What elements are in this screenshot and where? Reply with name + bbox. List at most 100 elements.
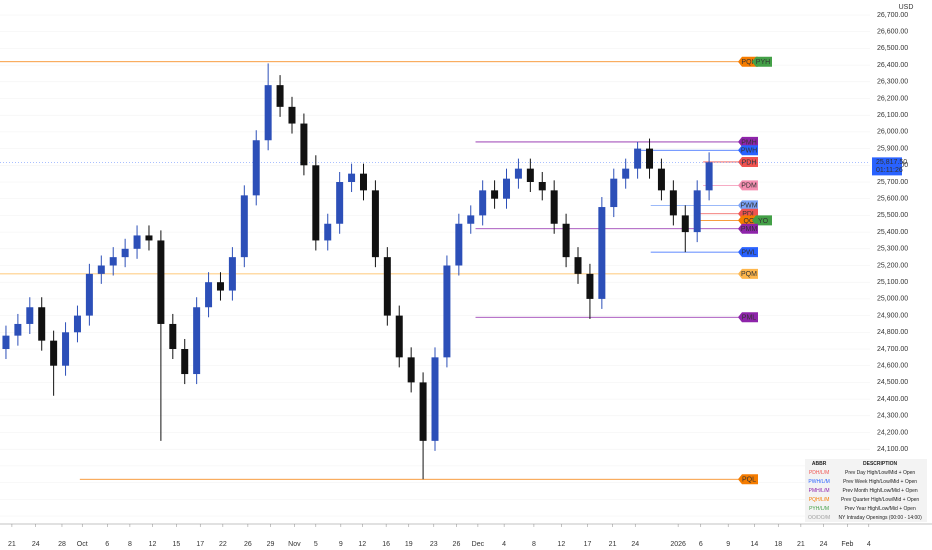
candle-body xyxy=(646,148,654,169)
y-tick-label: 25,500.00 xyxy=(877,212,908,219)
abbr-cell: PWH/L/M xyxy=(808,478,830,485)
candle-body xyxy=(276,85,284,107)
level-tag-label: PDH xyxy=(742,159,757,166)
candle-body xyxy=(288,106,296,124)
x-tick-label: 12 xyxy=(358,541,366,548)
header-cell: DESCRIPTION xyxy=(863,460,898,467)
x-tick-label: 14 xyxy=(750,541,758,548)
candle-body xyxy=(26,307,34,324)
candle-body xyxy=(455,223,463,266)
y-tick-label: 25,200.00 xyxy=(877,262,908,269)
candle-body xyxy=(538,182,546,191)
x-tick-label: 18 xyxy=(774,541,782,548)
table-row: OO/DO/M NY Intraday Openings (00:00 - 14:… xyxy=(805,513,927,522)
y-tick-label: 26,700.00 xyxy=(877,12,908,19)
x-tick-label: 24 xyxy=(631,541,639,548)
y-tick-label: 24,700.00 xyxy=(877,346,908,353)
y-tick-label: 25,600.00 xyxy=(877,196,908,203)
table-header: ABBR DESCRIPTION xyxy=(805,459,927,468)
candle-body xyxy=(550,190,558,224)
candle-body xyxy=(2,335,10,349)
y-tick-label: 24,500.00 xyxy=(877,379,908,386)
candle-body xyxy=(62,332,70,366)
y-tick-label: 26,200.00 xyxy=(877,95,908,102)
level-tag xyxy=(738,223,758,234)
candle-body xyxy=(491,190,499,199)
candle-body xyxy=(181,349,189,375)
description-cell: NY Intraday Openings (00:00 - 14:00) xyxy=(838,514,922,521)
abbr-cell: PYH/L/M xyxy=(809,505,830,512)
y-tick-label: 25,400.00 xyxy=(877,229,908,236)
candle-body xyxy=(312,165,320,241)
candle-body xyxy=(14,323,22,336)
x-tick-label: 12 xyxy=(557,541,565,548)
x-tick-label: 4 xyxy=(867,541,871,548)
candle-body xyxy=(622,168,630,179)
y-tick-label: 25,000.00 xyxy=(877,296,908,303)
level-tag xyxy=(738,180,758,191)
abbr-cell: PDH/L/M xyxy=(808,469,830,476)
candle-body xyxy=(693,190,701,233)
x-tick-label: Dec xyxy=(472,541,485,548)
table-row: PMH/L/M Prev Month High/Low/Mid + Open xyxy=(805,486,927,495)
x-tick-label: 15 xyxy=(172,541,180,548)
header-cell: ABBR xyxy=(811,460,827,467)
y-tick-label: 25,300.00 xyxy=(877,246,908,253)
candle-body xyxy=(228,257,236,291)
table-row: PDH/L/M Prev Day High/Low/Mid + Open xyxy=(805,468,927,477)
candle-body xyxy=(73,315,81,333)
candle-body xyxy=(598,207,606,299)
x-tick-label: 19 xyxy=(405,541,413,548)
legend-table: ABBR DESCRIPTION PDH/L/M Prev Day High/Low/… xyxy=(805,459,927,522)
level-tag xyxy=(738,268,758,279)
y-tick-label: 26,300.00 xyxy=(877,79,908,86)
level-tag xyxy=(738,312,758,323)
x-tick-label: 8 xyxy=(128,541,132,548)
x-tick-label: 29 xyxy=(267,541,275,548)
y-tick-label: 26,000.00 xyxy=(877,129,908,136)
candle-body xyxy=(574,257,582,274)
candle-body xyxy=(252,140,260,196)
level-tag-label: PDM xyxy=(741,183,757,190)
y-tick-label: 24,200.00 xyxy=(877,429,908,436)
x-tick-label: 26 xyxy=(453,541,461,548)
candle-body xyxy=(264,85,272,141)
x-tick-label: 21 xyxy=(8,541,16,548)
candle-body xyxy=(681,215,689,233)
x-tick-label: 24 xyxy=(32,541,40,548)
level-tag xyxy=(738,136,758,147)
x-tick-label: 16 xyxy=(382,541,390,548)
candle-body xyxy=(586,273,594,299)
level-tag xyxy=(738,215,758,226)
candle-body xyxy=(669,190,677,216)
x-tick-label: 21 xyxy=(797,541,805,548)
level-tag xyxy=(738,156,758,167)
x-tick-label: 5 xyxy=(314,541,318,548)
y-tick-label: 24,400.00 xyxy=(877,396,908,403)
level-tag-label: YO xyxy=(758,218,769,225)
level-tag xyxy=(738,247,758,258)
level-tag-label: PQH xyxy=(741,59,756,66)
description-cell: Prev Month High/Low/Mid + Open xyxy=(842,487,918,494)
candle-body xyxy=(216,282,224,291)
x-tick-label: 23 xyxy=(430,541,438,548)
level-tag-label: QO xyxy=(744,218,755,225)
x-tick-label: 2026 xyxy=(670,541,686,548)
last-price-box xyxy=(872,157,902,176)
currency: USD xyxy=(899,4,914,11)
y-tick-label: 26,500.00 xyxy=(877,45,908,52)
candle-body xyxy=(431,357,439,441)
candle-body xyxy=(407,357,415,383)
x-tick-label: 17 xyxy=(196,541,204,548)
x-tick-label: 17 xyxy=(584,541,592,548)
candle-body xyxy=(133,235,141,249)
level-tag-label: PYH xyxy=(756,59,770,66)
candle-body xyxy=(300,123,308,166)
level-tag-label: PQM xyxy=(741,271,757,278)
candle-body xyxy=(383,257,391,316)
candle-body xyxy=(479,190,487,216)
x-tick-label: Feb xyxy=(841,541,853,548)
candle-body xyxy=(419,382,427,441)
